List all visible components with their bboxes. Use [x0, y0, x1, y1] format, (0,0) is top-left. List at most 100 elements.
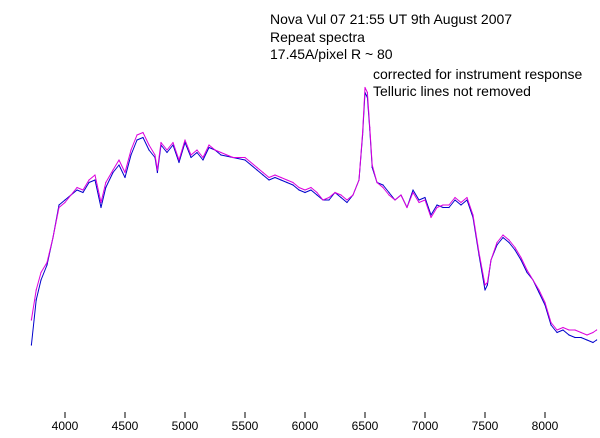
data-point — [280, 179, 282, 181]
x-tick-label: 4000 — [52, 419, 79, 433]
data-point — [256, 169, 258, 171]
x-axis: 4000 4500 5000 5500 6000 6500 7000 7500 8000 — [52, 412, 559, 433]
data-point — [460, 201, 462, 204]
x-tick-label: 6500 — [352, 419, 379, 433]
data-point — [316, 194, 318, 196]
data-point — [298, 189, 300, 191]
data-point — [244, 159, 246, 161]
data-point — [76, 189, 78, 191]
data-point — [550, 324, 552, 326]
data-point — [172, 141, 174, 144]
data-point — [268, 176, 270, 179]
annotation-resolution: 17.45A/pixel R ~ 80 — [270, 46, 393, 62]
data-point — [112, 169, 114, 171]
data-point — [82, 191, 84, 194]
data-point — [118, 164, 120, 166]
data-point — [442, 206, 444, 209]
data-point — [502, 234, 504, 236]
data-point — [64, 199, 66, 201]
data-point — [382, 186, 384, 189]
data-point — [596, 339, 598, 341]
data-point — [454, 199, 456, 201]
data-point — [76, 186, 78, 189]
x-tick-label: 7500 — [472, 419, 499, 433]
data-point — [388, 194, 390, 196]
data-point — [124, 176, 126, 179]
data-point — [358, 179, 360, 181]
data-point — [136, 139, 138, 141]
data-point — [202, 156, 204, 159]
data-point — [208, 146, 210, 149]
data-point — [550, 321, 552, 324]
data-point — [556, 331, 558, 334]
data-point — [592, 331, 594, 334]
annotation-telluric: Telluric lines not removed — [373, 83, 531, 99]
data-point — [286, 181, 288, 184]
series-1 — [30, 91, 598, 346]
data-point — [160, 141, 162, 144]
data-point — [454, 196, 456, 199]
data-point — [64, 201, 66, 204]
data-point — [88, 181, 90, 184]
data-point — [366, 91, 368, 94]
data-point — [532, 279, 534, 281]
data-point — [292, 181, 294, 184]
data-point — [466, 196, 468, 199]
data-point — [232, 156, 234, 159]
data-point — [502, 236, 504, 239]
data-point — [142, 136, 144, 139]
data-point — [166, 149, 168, 151]
data-point — [538, 291, 540, 294]
data-point — [406, 206, 408, 209]
data-point — [388, 191, 390, 194]
data-point — [112, 171, 114, 174]
data-point — [460, 204, 462, 206]
data-point — [156, 171, 158, 174]
data-point — [244, 156, 246, 159]
data-point — [208, 144, 210, 146]
data-point — [352, 194, 354, 196]
data-point — [30, 344, 32, 346]
data-point — [526, 271, 528, 274]
data-point — [196, 149, 198, 151]
data-point — [304, 191, 306, 194]
data-point — [214, 149, 216, 151]
data-point — [496, 241, 498, 244]
data-point — [369, 126, 371, 129]
data-point — [124, 171, 126, 174]
data-point — [166, 151, 168, 154]
data-point — [562, 326, 564, 329]
data-point — [376, 181, 378, 184]
x-tick-label: 5500 — [232, 419, 259, 433]
data-point — [148, 149, 150, 151]
data-point — [508, 241, 510, 244]
data-point — [412, 191, 414, 194]
data-point — [46, 261, 48, 264]
data-point — [568, 329, 570, 331]
data-point — [100, 206, 102, 209]
data-point — [371, 164, 373, 166]
data-point — [592, 341, 594, 344]
data-point — [596, 329, 598, 331]
data-point — [220, 151, 222, 154]
data-point — [346, 201, 348, 204]
data-point — [310, 189, 312, 191]
annotation-repeat-spectra: Repeat spectra — [270, 29, 365, 45]
data-point — [486, 284, 488, 286]
data-point — [328, 196, 330, 199]
plot-area — [30, 86, 598, 346]
data-point — [382, 184, 384, 186]
data-point — [520, 256, 522, 259]
data-point — [35, 289, 37, 291]
data-point — [94, 174, 96, 176]
x-tick-label: 6000 — [292, 419, 319, 433]
series-line-2 — [30, 87, 597, 336]
data-point — [286, 179, 288, 181]
data-point — [100, 201, 102, 204]
data-point — [418, 201, 420, 204]
data-point — [448, 206, 450, 209]
data-point — [508, 239, 510, 241]
data-point — [274, 174, 276, 176]
data-point — [220, 154, 222, 156]
data-point — [105, 186, 107, 189]
